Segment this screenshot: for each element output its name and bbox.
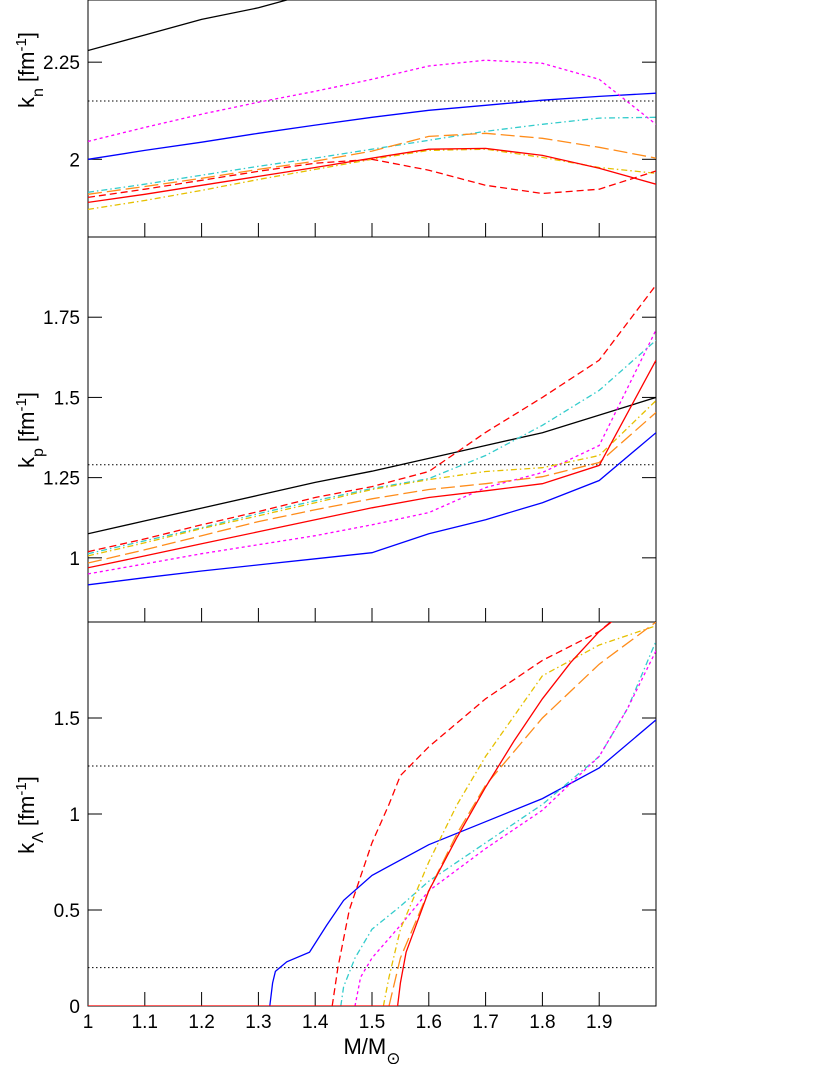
series-line — [88, 158, 656, 199]
plot-frame — [87, 236, 657, 623]
y-axis-label: kn [fm-1] — [13, 32, 47, 108]
series-line — [354, 650, 656, 1006]
series-line — [88, 329, 656, 575]
y-tick-label: 0 — [69, 997, 80, 1018]
y-tick-label: 1 — [69, 549, 80, 570]
x-tick-label: 1.2 — [188, 1012, 214, 1033]
label-base: k — [14, 96, 39, 108]
y-axis-label: kp [fm-1] — [13, 392, 47, 468]
label-unit: [fm — [14, 52, 39, 83]
label-unit: [fm — [14, 796, 39, 827]
y-tick-label: 1.75 — [43, 308, 80, 329]
series-line — [88, 359, 656, 569]
x-tick-label: 1.6 — [416, 1012, 442, 1033]
series-line — [88, 400, 656, 557]
y-tick-label: 1.5 — [54, 388, 80, 409]
label-sup: -1 — [13, 398, 30, 411]
x-tick-label: 1.3 — [245, 1012, 271, 1033]
x-tick-label: 1.5 — [359, 1012, 385, 1033]
series-line — [340, 640, 656, 1006]
label-base: k — [14, 456, 39, 468]
y-tick-label: 1 — [69, 805, 80, 826]
x-tick-label: 1.9 — [586, 1012, 612, 1033]
y-tick-label: 2 — [69, 150, 80, 171]
series-line — [88, 147, 656, 204]
series-line — [88, 284, 656, 553]
series-line — [88, 622, 613, 1006]
y-tick-label: 2.25 — [43, 53, 80, 74]
x-tick-label: 1.8 — [529, 1012, 555, 1033]
series-line — [88, 59, 656, 143]
label-unit: [fm — [14, 412, 39, 443]
label-base: M/M — [343, 1034, 386, 1059]
y-tick-label: 1.25 — [43, 469, 80, 490]
series-line — [88, 0, 290, 52]
x-tick-label: 1 — [83, 1012, 94, 1033]
y-axis-label: kΛ [fm-1] — [13, 776, 47, 854]
label-sub: ⊙ — [386, 1049, 400, 1065]
y-tick-label: 1.5 — [54, 709, 80, 730]
series-line — [88, 396, 656, 535]
series-line — [88, 116, 656, 193]
x-tick-label: 1.1 — [132, 1012, 158, 1033]
plot-frame — [87, 0, 657, 238]
series-line — [88, 339, 656, 555]
series-line — [88, 432, 656, 586]
series-line — [388, 622, 656, 1006]
series-line — [88, 412, 656, 564]
label-close: ] — [14, 776, 39, 782]
series-line — [331, 622, 612, 1006]
label-sub: Λ — [30, 832, 47, 843]
x-tick-label: 1.4 — [302, 1012, 329, 1033]
label-sup: -1 — [13, 38, 30, 51]
series-line — [88, 132, 656, 195]
label-sub: n — [30, 88, 47, 97]
series-line — [382, 625, 656, 1006]
label-sup: -1 — [13, 782, 30, 795]
plot-frame — [87, 621, 657, 1007]
label-close: ] — [14, 32, 39, 38]
x-axis-label: M/M⊙ — [343, 1034, 400, 1064]
label-base: k — [14, 842, 39, 854]
series-line — [269, 719, 656, 1006]
series-line — [88, 92, 656, 160]
label-close: ] — [14, 392, 39, 398]
y-tick-label: 0.5 — [54, 901, 80, 922]
label-sub: p — [30, 448, 47, 457]
x-tick-label: 1.7 — [472, 1012, 498, 1033]
